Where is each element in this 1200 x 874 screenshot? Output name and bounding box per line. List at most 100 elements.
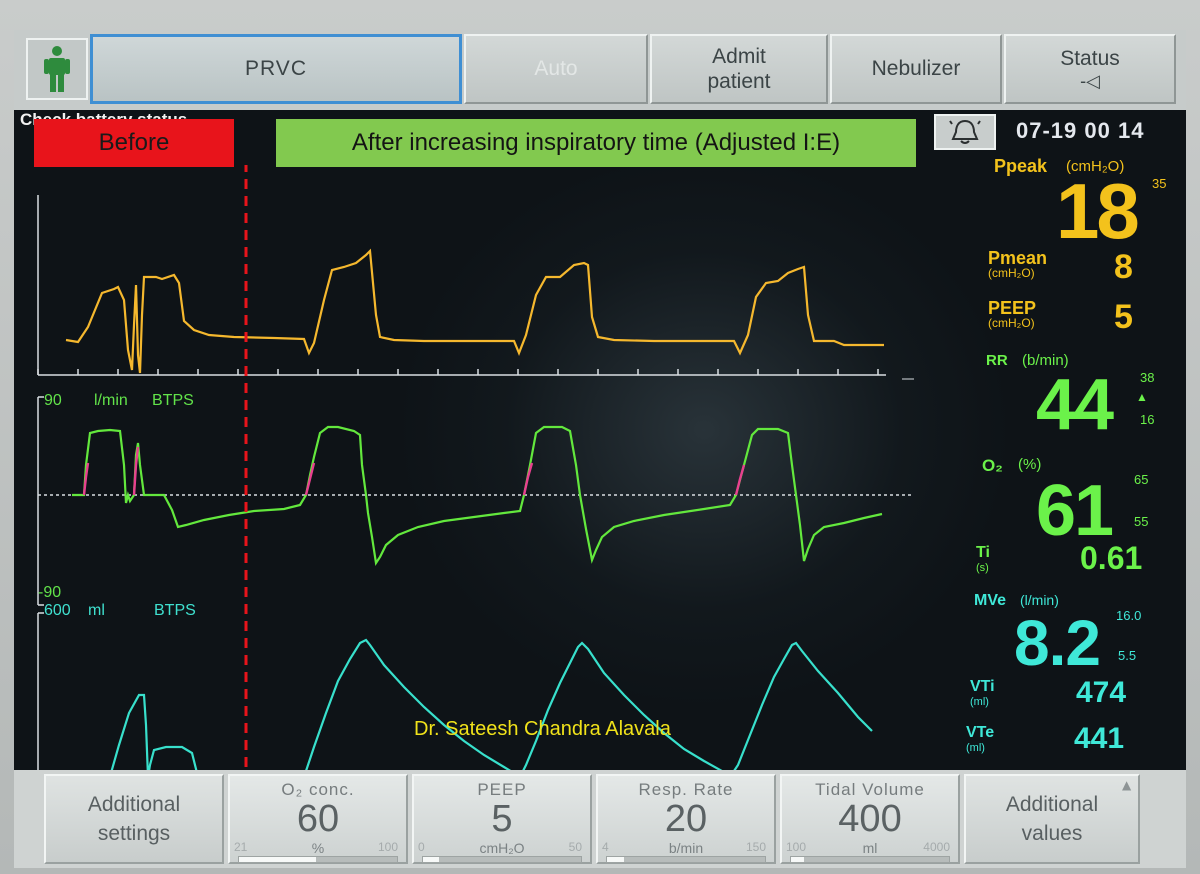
alarm-silence-button[interactable] bbox=[934, 114, 996, 150]
tidal-volume-min: 100 bbox=[786, 840, 807, 854]
waveform-area: 90 l/min BTPS -90 600 ml BTPS Dr. Satees… bbox=[37, 165, 914, 780]
status-label: Status bbox=[1060, 46, 1120, 70]
resp-rate-slider-fill bbox=[607, 857, 625, 862]
resp-rate-setting[interactable]: Resp. Rate 20 b/min 4 150 bbox=[596, 774, 776, 864]
pressure-axis-ticks bbox=[37, 369, 879, 375]
peep-setting-value: 5 bbox=[491, 798, 513, 840]
ppeak-unit: (cmH₂O) bbox=[1066, 158, 1125, 175]
resp-rate-max: 150 bbox=[745, 840, 766, 854]
watermark: Dr. Sateesh Chandra Alavala bbox=[414, 718, 672, 740]
additional-values-button[interactable]: Additional values bbox=[964, 774, 1140, 864]
peep-setting-max: 50 bbox=[568, 840, 582, 854]
rr-low-limit: 16 bbox=[1140, 412, 1155, 427]
ti-unit: (s) bbox=[976, 562, 989, 574]
rr-value: 44 bbox=[1036, 365, 1114, 445]
peep-setting[interactable]: PEEP 5 cmH₂O 0 50 bbox=[412, 774, 592, 864]
vti-value: 474 bbox=[1076, 676, 1127, 709]
mve-high-limit: 16.0 bbox=[1116, 608, 1142, 623]
additional-values-line1: Additional bbox=[1005, 792, 1099, 816]
ppeak-limit: 35 bbox=[1152, 176, 1167, 191]
person-icon bbox=[44, 46, 70, 92]
o2-conc-setting[interactable]: O₂ conc. 60 % 21 100 bbox=[228, 774, 408, 864]
o2-conc-slider[interactable] bbox=[238, 856, 398, 863]
mve-unit: (l/min) bbox=[1020, 592, 1059, 608]
ppeak-label: Ppeak bbox=[994, 156, 1048, 176]
resp-rate-title: Resp. Rate bbox=[638, 780, 734, 799]
admit-line2: patient bbox=[707, 70, 771, 93]
o2-high-limit: 65 bbox=[1134, 472, 1149, 487]
patient-icon-button[interactable] bbox=[26, 38, 88, 100]
pmean-unit: (cmH₂O) bbox=[988, 266, 1035, 280]
battery-icon: -◁ bbox=[1080, 70, 1100, 91]
tidal-volume-title: Tidal Volume bbox=[815, 780, 925, 799]
flow-unit: l/min bbox=[94, 392, 128, 409]
o2-conc-title: O₂ conc. bbox=[281, 780, 355, 799]
volume-unit: ml bbox=[88, 602, 105, 619]
flow-condition: BTPS bbox=[152, 392, 194, 409]
rr-up-arrow-icon: ▲ bbox=[1136, 390, 1148, 404]
mode-button[interactable]: PRVC bbox=[90, 34, 462, 104]
bell-icon bbox=[949, 119, 981, 144]
flow-trigger-segments bbox=[82, 446, 746, 496]
ventilator-screen: PRVC Auto Admit patient Nebulizer Status… bbox=[14, 30, 1186, 868]
o2-label: O₂ bbox=[982, 456, 1003, 475]
mve-value: 8.2 bbox=[1014, 607, 1101, 679]
o2-conc-unit: % bbox=[311, 840, 325, 856]
pmean-value: 8 bbox=[1114, 248, 1133, 286]
peep-setting-unit: cmH₂O bbox=[479, 840, 525, 856]
peep-setting-slider[interactable] bbox=[422, 856, 582, 863]
mve-low-limit: 5.5 bbox=[1118, 648, 1137, 663]
vti-label: VTi bbox=[970, 678, 995, 695]
peep-setting-slider-fill bbox=[423, 857, 439, 862]
flow-scale-top: 90 bbox=[44, 392, 62, 409]
vte-value: 441 bbox=[1074, 722, 1125, 755]
pressure-axis bbox=[37, 195, 914, 380]
o2-unit: (%) bbox=[1018, 456, 1042, 473]
additional-settings-line2: settings bbox=[97, 822, 171, 845]
volume-condition: BTPS bbox=[154, 602, 196, 619]
pmean-label: Pmean bbox=[988, 248, 1048, 268]
admit-line1: Admit bbox=[712, 44, 766, 68]
tidal-volume-max: 4000 bbox=[923, 840, 950, 854]
volume-scale: 600 bbox=[44, 602, 71, 619]
vte-unit: (ml) bbox=[966, 742, 985, 754]
o2-conc-max: 100 bbox=[377, 840, 398, 854]
volume-axis bbox=[37, 612, 44, 780]
tidal-volume-value: 400 bbox=[838, 798, 902, 840]
rr-unit: (b/min) bbox=[1022, 352, 1069, 369]
nebulizer-button[interactable]: Nebulizer bbox=[830, 34, 1002, 104]
vti-unit: (ml) bbox=[970, 696, 989, 708]
auto-button[interactable]: Auto bbox=[464, 34, 648, 104]
ti-value: 0.61 bbox=[1080, 540, 1143, 576]
o2-low-limit: 55 bbox=[1134, 514, 1149, 529]
bottom-settings-bar: Additional settings O₂ conc. 60 % 21 100… bbox=[14, 770, 1186, 868]
peep-label: PEEP bbox=[988, 298, 1037, 318]
vte-label: VTe bbox=[966, 724, 995, 741]
status-button[interactable]: Status -◁ bbox=[1004, 34, 1176, 104]
mve-label: MVe bbox=[974, 592, 1007, 609]
ppeak-value: 18 bbox=[1056, 167, 1140, 255]
before-banner: Before bbox=[34, 119, 234, 167]
peep-unit: (cmH₂O) bbox=[988, 316, 1035, 330]
resp-rate-slider[interactable] bbox=[606, 856, 766, 863]
scroll-up-icon[interactable]: ▲ bbox=[1122, 778, 1132, 792]
flow-scale-bottom: -90 bbox=[38, 584, 61, 601]
tidal-volume-unit: ml bbox=[862, 840, 878, 856]
resp-rate-value: 20 bbox=[664, 798, 708, 840]
o2-conc-min: 21 bbox=[234, 840, 248, 854]
volume-waveform bbox=[107, 638, 873, 780]
admit-patient-button[interactable]: Admit patient bbox=[650, 34, 828, 104]
tidal-volume-setting[interactable]: Tidal Volume 400 ml 100 4000 bbox=[780, 774, 960, 864]
rr-high-limit: 38 bbox=[1140, 370, 1155, 385]
ti-label: Ti bbox=[976, 544, 990, 561]
o2-conc-value: 60 bbox=[296, 798, 340, 840]
peep-value: 5 bbox=[1114, 298, 1133, 336]
peep-setting-title: PEEP bbox=[477, 780, 527, 799]
date-time: 07-19 00 14 bbox=[1016, 118, 1145, 143]
tidal-volume-slider[interactable] bbox=[790, 856, 950, 863]
flow-axis bbox=[37, 396, 914, 606]
o2-conc-slider-fill bbox=[239, 857, 317, 862]
resp-rate-unit: b/min bbox=[668, 840, 704, 856]
additional-settings-button[interactable]: Additional settings bbox=[44, 774, 224, 864]
resp-rate-min: 4 bbox=[602, 840, 609, 854]
